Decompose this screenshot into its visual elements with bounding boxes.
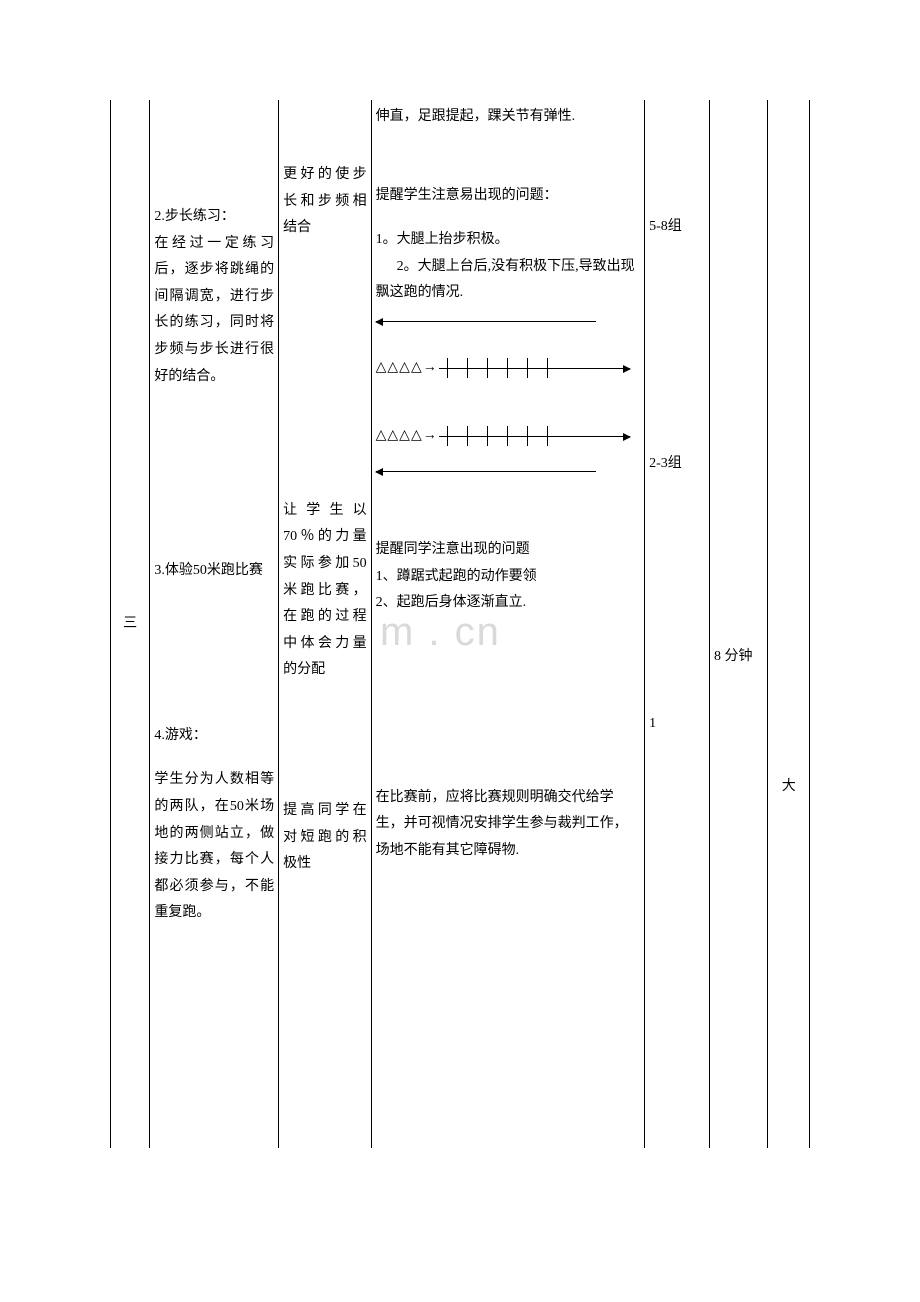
purpose-2: 让学生以70％的力量实际参加50米跑比赛，在跑的过程中体会力量的分配 [283, 498, 367, 684]
warning-item-1: 1。大腿上抬步积极。 [376, 227, 640, 254]
intensity-cell: 大 [768, 100, 810, 1148]
triangle-markers: △△△△ [376, 355, 423, 382]
reps-2: 2-3组 [649, 451, 705, 478]
activity-3-title: 3.体验50米跑比赛 [154, 558, 274, 585]
diagram-arrow-left-top [376, 315, 640, 329]
activity-2: 2.步长练习： 在经过一定练习后，逐步将跳绳的间隔调宽，进行步长的练习，同时将步… [154, 204, 274, 390]
purpose-1: 更好的使步长和步频相结合 [283, 162, 367, 242]
note-title: 提醒同学注意出现的问题 [376, 537, 640, 564]
note-item-2: 2、起跑后身体逐渐直立. [376, 590, 640, 617]
activity-4-body: 学生分为人数相等的两队，在50米场地的两侧站立，做接力比赛，每个人都必须参与，不… [154, 767, 274, 927]
diagram-arrow-left-bottom [376, 465, 640, 479]
diagram-row-1: △△△△ → [376, 353, 640, 383]
diagram-row-2: △△△△ → [376, 421, 640, 451]
lesson-plan-table: 三 2.步长练习： 在经过一定练习后，逐步将跳绳的间隔调宽，进行步长的练习，同时… [110, 100, 810, 1148]
tick-line-1 [439, 356, 640, 380]
reps-1: 5-8组 [649, 214, 705, 241]
section-number: 三 [123, 611, 137, 638]
activity-2-body: 在经过一定练习后，逐步将跳绳的间隔调宽，进行步长的练习，同时将步频与步长进行很好… [154, 231, 274, 391]
note-item-1: 1、蹲踞式起跑的动作要领 [376, 564, 640, 591]
tick-line-2 [439, 424, 640, 448]
reps-cell: 5-8组 2-3组 1 [645, 100, 710, 1148]
warning-title: 提醒学生注意易出现的问题： [376, 183, 640, 210]
purpose-3: 提高同学在对短跑的积极性 [283, 798, 367, 878]
warning-item-2: 2。大腿上台后,没有积极下压,导致出现飘这跑的情况. [376, 254, 640, 307]
guidance-top-line: 伸直，足跟提起，踝关节有弹性. [376, 104, 640, 131]
reps-3: 1 [649, 711, 705, 738]
activities-cell: 2.步长练习： 在经过一定练习后，逐步将跳绳的间隔调宽，进行步长的练习，同时将步… [150, 100, 279, 1148]
running-diagram: △△△△ → △△△△ [376, 315, 640, 479]
arrow-icon: → [423, 355, 437, 382]
activity-4: 4.游戏： 学生分为人数相等的两队，在50米场地的两侧站立，做接力比赛，每个人都… [154, 723, 274, 927]
intensity-1: 大 [772, 774, 805, 801]
time-1: 8 分钟 [714, 644, 764, 671]
game-rules: 在比赛前，应将比赛规则明确交代给学生，并可视情况安排学生参与裁判工作，场地不能有… [376, 785, 640, 865]
purpose-cell: 更好的使步长和步频相结合 让学生以70％的力量实际参加50米跑比赛，在跑的过程中… [279, 100, 372, 1148]
guidance-cell: 伸直，足跟提起，踝关节有弹性. 提醒学生注意易出现的问题： 1。大腿上抬步积极。… [371, 100, 644, 1148]
arrow-icon: → [423, 423, 437, 450]
activity-2-title: 2.步长练习： [154, 204, 274, 231]
activity-3: 3.体验50米跑比赛 [154, 558, 274, 585]
triangle-markers: △△△△ [376, 423, 423, 450]
time-cell: 8 分钟 [709, 100, 768, 1148]
section-number-cell: 三 [111, 100, 150, 1148]
activity-4-title: 4.游戏： [154, 723, 274, 750]
